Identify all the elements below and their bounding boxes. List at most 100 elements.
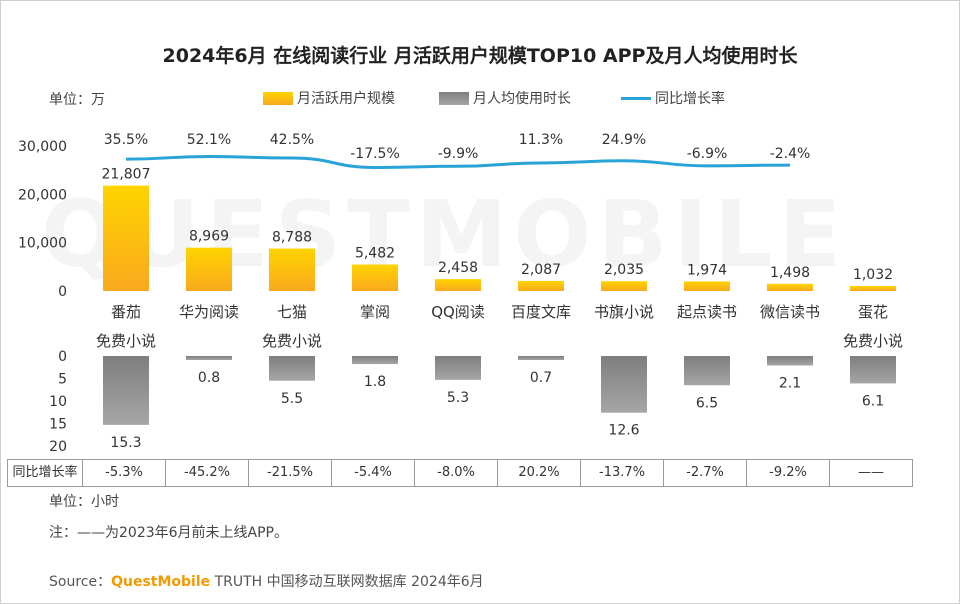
growth-line-group: 35.5% 52.1% 42.5% -17.5% -9.9% 11.3% 24.9% -6.9… bbox=[104, 132, 811, 170]
mau-bar bbox=[352, 264, 398, 291]
legend-growth: 同比增长率 bbox=[621, 88, 725, 108]
footnote: 注：——为2023年6月前未上线APP。 bbox=[49, 525, 288, 541]
category-label: 免费小说 bbox=[843, 332, 903, 350]
source-line: Source：QuestMobile TRUTH 中国移动互联网数据库 2024… bbox=[49, 571, 484, 591]
growth-value-label: -2.4% bbox=[770, 146, 811, 162]
category-label: 掌阅 bbox=[360, 303, 390, 321]
yoy-cell: -8.0% bbox=[415, 459, 498, 487]
time-bar bbox=[850, 356, 896, 384]
time-bar bbox=[684, 356, 730, 386]
mau-bars: 21,807 8,969 8,788 5,482 2,458 2,087 2,035 1,97… bbox=[102, 167, 896, 291]
yoy-cell: -2.7% bbox=[664, 459, 747, 487]
growth-value-label: -17.5% bbox=[350, 146, 400, 162]
growth-value-label: -6.9% bbox=[687, 146, 728, 162]
mau-value-label: 2,087 bbox=[521, 262, 561, 278]
time-value-label: 0.7 bbox=[530, 370, 552, 386]
mau-value-label: 21,807 bbox=[102, 167, 151, 183]
time-value-label: 15.3 bbox=[110, 435, 141, 451]
yoy-cell: —— bbox=[830, 459, 913, 487]
time-value-label: 6.5 bbox=[696, 395, 718, 411]
unit-label-bottom: 单位：小时 bbox=[49, 494, 119, 510]
yoy-table-header: 同比增长率 bbox=[7, 459, 83, 487]
category-label: 蛋花 bbox=[858, 303, 888, 321]
legend-label-growth: 同比增长率 bbox=[655, 91, 725, 107]
growth-value-label: 11.3% bbox=[519, 132, 563, 148]
legend-label-mau: 月活跃用户规模 bbox=[297, 91, 395, 107]
time-value-label: 1.8 bbox=[364, 374, 386, 390]
y-tick-label-top: 30,000 bbox=[18, 139, 67, 155]
mau-value-label: 1,032 bbox=[853, 267, 893, 283]
mau-value-label: 1,498 bbox=[770, 265, 810, 281]
y-tick-label-bottom: 5 bbox=[58, 372, 67, 388]
time-bars: 15.3 0.8 5.5 1.8 5.3 0.7 12.6 6.5 2.1 6.1 bbox=[103, 356, 896, 451]
growth-value-label: 24.9% bbox=[602, 132, 646, 148]
time-value-label: 0.8 bbox=[198, 370, 220, 386]
mau-bar bbox=[684, 281, 730, 291]
legend-mau: 月活跃用户规模 bbox=[263, 88, 395, 108]
growth-line bbox=[125, 154, 791, 170]
yoy-cell: -9.2% bbox=[747, 459, 830, 487]
time-bar bbox=[767, 356, 813, 366]
y-tick-label-top: 0 bbox=[58, 284, 67, 300]
category-label: 书旗小说 bbox=[594, 303, 654, 321]
category-label: 起点读书 bbox=[677, 303, 737, 321]
legend-label-time: 月人均使用时长 bbox=[473, 91, 571, 107]
y-tick-label-top: 10,000 bbox=[18, 236, 67, 252]
y-tick-label-bottom: 20 bbox=[49, 439, 67, 455]
category-label: 免费小说 bbox=[96, 332, 156, 350]
time-bar bbox=[518, 356, 564, 360]
yoy-cell: -5.3% bbox=[83, 459, 166, 487]
yoy-cell: -45.2% bbox=[166, 459, 249, 487]
mau-bar bbox=[601, 281, 647, 291]
category-label: 七猫 bbox=[277, 303, 307, 321]
category-label: 微信读书 bbox=[760, 303, 820, 321]
time-bar bbox=[435, 356, 481, 380]
time-value-label: 5.3 bbox=[447, 390, 469, 406]
source-brand: QuestMobile bbox=[111, 574, 211, 590]
time-bar bbox=[186, 356, 232, 360]
y-tick-label-bottom: 15 bbox=[49, 417, 67, 433]
yoy-cell: -21.5% bbox=[249, 459, 332, 487]
mau-value-label: 2,035 bbox=[604, 262, 644, 278]
time-bar bbox=[269, 356, 315, 381]
yoy-cell: 20.2% bbox=[498, 459, 581, 487]
mau-bar bbox=[767, 283, 813, 291]
growth-value-label: 52.1% bbox=[187, 132, 231, 148]
legend-swatch-time bbox=[439, 91, 469, 105]
mau-bar bbox=[518, 280, 564, 291]
y-tick-label-bottom: 10 bbox=[49, 394, 67, 410]
mau-value-label: 1,974 bbox=[687, 262, 727, 278]
growth-value-label: 42.5% bbox=[270, 132, 314, 148]
category-label: 百度文库 bbox=[511, 303, 571, 321]
mau-value-label: 8,788 bbox=[272, 230, 312, 246]
time-bar bbox=[601, 356, 647, 413]
source-rest: TRUTH 中国移动互联网数据库 2024年6月 bbox=[210, 574, 484, 590]
chart-title: 2024年6月 在线阅读行业 月活跃用户规模TOP10 APP及月人均使用时长 bbox=[162, 45, 798, 67]
mau-value-label: 5,482 bbox=[355, 246, 395, 262]
category-label: 番茄 bbox=[111, 303, 141, 321]
mau-bar bbox=[103, 185, 149, 291]
y-tick-label-top: 20,000 bbox=[18, 187, 67, 203]
yoy-cell: -13.7% bbox=[581, 459, 664, 487]
growth-value-label: 35.5% bbox=[104, 132, 148, 148]
mau-bar bbox=[850, 286, 896, 291]
time-bar bbox=[103, 356, 149, 425]
y-tick-label-bottom: 0 bbox=[58, 349, 67, 365]
category-label: 免费小说 bbox=[262, 332, 322, 350]
time-value-label: 2.1 bbox=[779, 375, 801, 391]
watermark: QUESTMOBILE bbox=[41, 181, 941, 331]
mau-value-label: 8,969 bbox=[189, 229, 229, 245]
mau-bar bbox=[186, 247, 232, 291]
growth-value-label: -9.9% bbox=[438, 146, 479, 162]
yoy-cell: -5.4% bbox=[332, 459, 415, 487]
category-label: 华为阅读 bbox=[179, 303, 239, 321]
unit-label-top: 单位：万 bbox=[49, 92, 105, 108]
time-value-label: 12.6 bbox=[608, 423, 639, 439]
legend-swatch-growth bbox=[621, 96, 651, 100]
time-value-label: 5.5 bbox=[281, 391, 303, 407]
legend-time: 月人均使用时长 bbox=[439, 88, 571, 108]
mau-bar bbox=[435, 279, 481, 291]
